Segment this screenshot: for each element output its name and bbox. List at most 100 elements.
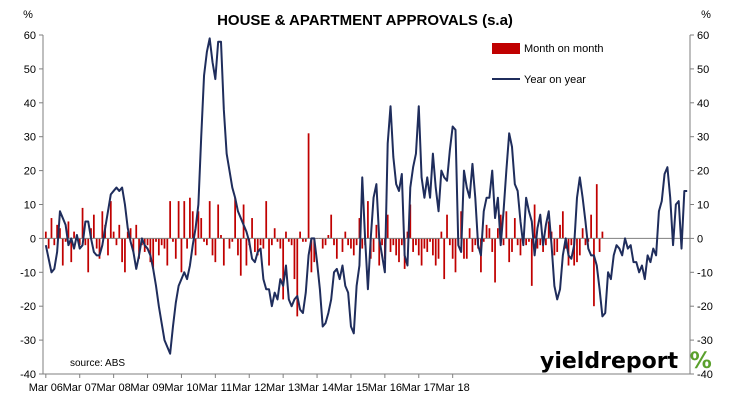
bar-month-on-month (81, 207, 84, 239)
bar-month-on-month (109, 201, 112, 239)
bar-month-on-month (468, 228, 471, 239)
right-axis-unit: % (701, 9, 711, 21)
bar-month-on-month (160, 238, 163, 246)
bar-month-on-month (290, 238, 293, 246)
bar-month-on-month (302, 238, 304, 242)
bar-month-on-month (254, 238, 256, 252)
bar-month-on-month (115, 238, 118, 246)
left-tick-label: 40 (24, 98, 36, 110)
left-tick-label: 60 (24, 30, 36, 42)
bar-month-on-month (412, 238, 414, 252)
left-tick-label: -30 (20, 335, 36, 347)
bar-month-on-month (59, 228, 61, 239)
bar-month-on-month (242, 204, 245, 239)
bar-month-on-month (333, 238, 335, 246)
x-tick-label: Mar 16 (368, 382, 402, 394)
bar-month-on-month (446, 214, 448, 239)
bar-month-on-month (423, 238, 426, 249)
bar-month-on-month (56, 224, 58, 239)
bar-month-on-month (536, 238, 539, 249)
bar-month-on-month (231, 238, 234, 242)
bar-month-on-month (528, 238, 530, 242)
bar-month-on-month (598, 238, 601, 252)
bar-month-on-month (474, 238, 477, 246)
bar-month-on-month (101, 211, 104, 239)
bar-month-on-month (347, 238, 350, 246)
bar-month-on-month (576, 238, 578, 263)
right-tick-label: -20 (697, 301, 713, 313)
bar-month-on-month (499, 214, 502, 239)
bar-month-on-month (465, 238, 468, 259)
bar-month-on-month (132, 238, 135, 252)
bar-month-on-month (112, 231, 115, 239)
bar-month-on-month (285, 231, 287, 239)
right-tick-label: 10 (697, 200, 709, 212)
right-tick-label: 40 (697, 98, 709, 110)
bar-month-on-month (237, 238, 239, 256)
bar-month-on-month (341, 238, 344, 252)
bar-month-on-month (593, 238, 595, 307)
line-series-year-on-year (44, 37, 688, 355)
bar-month-on-month (400, 238, 403, 246)
bar-month-on-month (485, 224, 488, 239)
bar-month-on-month (313, 238, 316, 263)
bar-month-on-month (350, 238, 352, 249)
bar-month-on-month (601, 231, 604, 239)
bar-month-on-month (47, 238, 50, 249)
bar-month-on-month (417, 238, 420, 256)
left-tick-label: 0 (30, 233, 36, 245)
bar-month-on-month (516, 238, 519, 246)
x-tick-label: Mar 08 (97, 382, 131, 394)
bar-month-on-month (211, 238, 214, 256)
bar-month-on-month (375, 224, 378, 239)
bar-month-on-month (547, 221, 550, 239)
bar-month-on-month (262, 238, 265, 249)
bar-month-on-month (304, 238, 307, 242)
x-tick-label: Mar 17 (402, 382, 436, 394)
bar-month-on-month (208, 201, 211, 239)
bar-month-on-month (463, 238, 465, 259)
bar-month-on-month (519, 238, 522, 256)
bar-month-on-month (245, 238, 248, 266)
x-tick-label: Mar 14 (300, 382, 334, 394)
x-tick-label: Mar 13 (266, 382, 300, 394)
bar-month-on-month (307, 133, 310, 239)
bar-month-on-month (183, 201, 186, 239)
bar-month-on-month (92, 214, 95, 239)
left-axis-unit: % (23, 9, 33, 21)
bar-month-on-month (155, 238, 157, 242)
bar-month-on-month (299, 231, 301, 239)
source-note: source: ABS (70, 358, 125, 369)
bar-month-on-month (471, 238, 474, 252)
bar-month-on-month (352, 238, 355, 256)
bar-month-on-month (180, 238, 183, 273)
bar-month-on-month (53, 238, 56, 246)
bar-month-on-month (429, 238, 431, 242)
right-tick-label: 30 (697, 132, 709, 144)
bar-month-on-month (84, 238, 87, 246)
bar-month-on-month (310, 238, 313, 273)
bar-month-on-month (432, 238, 434, 256)
bar-month-on-month (239, 238, 242, 276)
right-tick-label: -30 (697, 335, 713, 347)
bar-month-on-month (118, 224, 121, 239)
bar-month-on-month (590, 214, 592, 239)
bar-month-on-month (251, 218, 253, 239)
bar-month-on-month (381, 238, 383, 246)
right-y-axis-ticks: 60 50 40 30 20 10 0 -10 -20 -30 -40 (690, 30, 713, 381)
legend-label-year-on-year: Year on year (524, 74, 586, 86)
bar-month-on-month (197, 211, 200, 239)
bar-month-on-month (559, 224, 561, 239)
bar-month-on-month (454, 238, 457, 273)
bar-month-on-month (545, 238, 547, 246)
legend-swatch-month-on-month (492, 43, 520, 54)
left-tick-label: 50 (24, 64, 36, 76)
bar-month-on-month (222, 238, 225, 266)
bar-month-on-month (494, 238, 496, 283)
bar-month-on-month (420, 238, 423, 266)
bar-month-on-month (268, 238, 270, 266)
bar-month-on-month (584, 238, 587, 246)
bar-month-on-month (497, 228, 499, 239)
logo-text: yieldreport (540, 349, 679, 374)
